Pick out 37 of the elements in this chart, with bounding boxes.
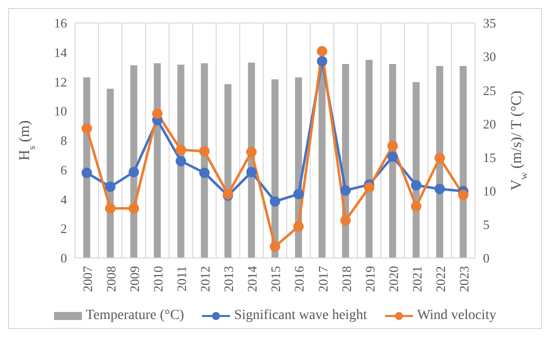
y-tick-label: 10 bbox=[54, 104, 67, 119]
x-tick-label: 2012 bbox=[198, 266, 213, 292]
y-tick-label: 8 bbox=[60, 133, 67, 148]
x-tick-label: 2008 bbox=[104, 266, 119, 292]
legend-label: Temperature (°C) bbox=[86, 308, 184, 324]
x-tick-label: 2014 bbox=[244, 266, 260, 292]
y-tick-label: 12 bbox=[54, 74, 67, 90]
y-tick-label: 6 bbox=[60, 162, 68, 178]
y2-tick-label: 15 bbox=[483, 150, 496, 165]
x-tick-label: 2016 bbox=[292, 266, 307, 292]
x-tick-label: 2015 bbox=[268, 266, 284, 292]
x-tick-label: 2021 bbox=[409, 266, 424, 292]
y-tick-label: 2 bbox=[60, 221, 67, 236]
x-tick-label: 2017 bbox=[315, 266, 330, 292]
y-tick-label: 4 bbox=[60, 192, 68, 207]
y2-tick-label: 0 bbox=[483, 250, 490, 266]
y2-tick-label: 35 bbox=[483, 16, 496, 31]
x-tick-label: 2018 bbox=[338, 266, 354, 292]
x-tick-label: 2010 bbox=[150, 266, 166, 292]
legend-label: Wind velocity bbox=[417, 308, 496, 324]
x-tick-label: 2023 bbox=[456, 266, 472, 292]
legend-label: Significant wave height bbox=[234, 308, 368, 324]
x-tick-label: 2013 bbox=[221, 266, 236, 292]
x-tick-label: 2007 bbox=[80, 266, 95, 292]
x-tick-label: 2022 bbox=[432, 266, 448, 292]
y2-tick-label: 20 bbox=[483, 116, 496, 132]
y2-tick-label: 25 bbox=[483, 82, 496, 98]
x-tick-label: 2019 bbox=[362, 266, 378, 292]
y2-tick-label: 5 bbox=[483, 217, 490, 232]
x-tick-label: 2020 bbox=[386, 266, 401, 292]
y-tick-label: 0 bbox=[60, 250, 67, 266]
y2-tick-label: 10 bbox=[483, 183, 496, 198]
y-tick-label: 16 bbox=[54, 16, 68, 31]
x-tick-label: 2011 bbox=[174, 266, 190, 292]
y-tick-label: 14 bbox=[54, 44, 68, 60]
x-tick-label: 2009 bbox=[127, 266, 142, 292]
y2-tick-label: 30 bbox=[483, 49, 496, 64]
